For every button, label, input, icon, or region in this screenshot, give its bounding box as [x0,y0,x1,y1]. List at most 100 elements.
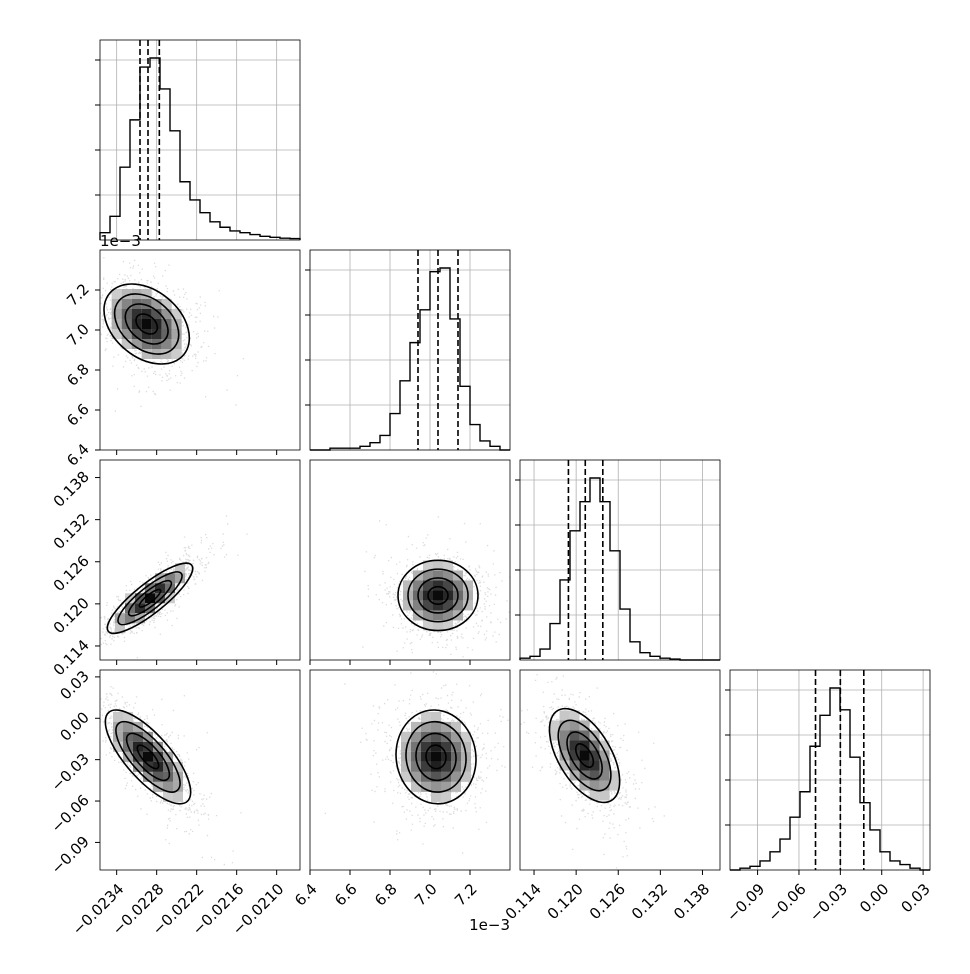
density-cell-2-1 [433,580,443,591]
density-cell-2-1 [443,600,453,611]
density-cell-3-0 [173,761,183,772]
density-cell-3-1 [411,731,421,742]
density-cell-2-0 [135,593,145,604]
density-cell-1-0 [171,349,182,359]
density-cell-3-0 [113,731,123,742]
density-cell-3-1 [401,771,411,782]
density-cell-3-0 [163,751,173,762]
pair-content-3-2 [520,674,665,869]
density-cell-2-1 [403,600,413,611]
contour-1-0-0 [135,313,159,335]
pair-frame-1-0 [99,249,301,451]
contour-2-0-3 [106,562,194,635]
density-cell-2-1 [433,570,443,581]
xtick-label-3-1: −0.06 [764,880,809,925]
density-cell-3-0 [133,731,143,742]
density-cell-1-0 [141,349,152,359]
density-cell-2-1 [453,580,463,591]
offset-label-y: 1e−3 [100,232,141,250]
contour-3-1-0 [425,744,447,770]
density-cell-1-0 [121,289,132,299]
density-cell-3-2 [559,730,570,741]
density-cell-3-2 [569,710,580,721]
density-cell-3-1 [421,741,431,752]
xtick-label-3-3: 0.00 [856,880,892,916]
ytick-label-1-2: 6.8 [63,360,93,390]
density-cell-3-2 [549,730,560,741]
xtick-label-3-4: 0.03 [898,880,934,916]
density-cell-3-2 [589,750,600,761]
ytick-label-2-4: 0.138 [50,468,93,511]
density-cell-2-1 [403,580,413,591]
xtick-label-1-1: 6.6 [331,880,361,910]
density-cell-2-1 [443,610,453,621]
pair-panel-1-0 [99,249,301,451]
ytick-label-3-0: −0.09 [48,833,93,878]
density-cell-3-2 [569,740,580,751]
density-cell-3-0 [163,791,173,802]
contour-2-1-0 [427,585,449,606]
density-cell-3-1 [461,741,471,752]
contour-2-1-1 [417,577,459,614]
density-cell-3-2 [599,760,610,771]
pair-frame-3-2 [519,669,721,871]
contour-3-1-1 [415,732,457,782]
density-cell-1-0 [121,299,132,309]
density-cell-3-0 [143,741,153,752]
ytick-label-3-3: 0.00 [56,708,92,744]
pair-content-3-0 [100,686,242,866]
density-cell-3-2 [609,770,620,781]
density-cell-1-0 [131,339,142,349]
pair-panel-3-2 [519,669,721,871]
density-cell-3-1 [441,781,451,792]
density-cell-3-0 [123,721,133,732]
density-cell-1-0 [121,329,132,339]
hist-frame-1 [309,249,511,451]
pair-panel-3-1 [309,669,511,871]
hist-frame-3 [729,669,931,871]
density-cell-2-1 [463,580,473,591]
density-cell-3-1 [411,741,421,752]
density-cell-3-0 [143,751,153,762]
pair-frame-3-0 [99,669,301,871]
density-cell-3-0 [123,731,133,742]
density-cell-3-1 [421,781,431,792]
density-cell-3-1 [431,751,441,762]
contour-1-0-3 [103,283,191,365]
density-cell-1-0 [171,329,182,339]
density-cell-2-1 [453,600,463,611]
xtick-label-1-2: 6.8 [371,880,401,910]
density-cell-1-0 [121,339,132,349]
offset-label-x: 1e−3 [469,916,510,934]
density-cell-2-1 [463,600,473,611]
density-cell-2-0 [155,583,165,594]
density-cell-2-1 [433,590,443,601]
xtick-label-2-4: 0.138 [670,880,713,923]
hist-step-3 [730,687,930,871]
density-cell-3-1 [451,741,461,752]
density-cell-3-2 [569,730,580,741]
density-cell-1-0 [141,289,152,299]
density-cell-3-0 [173,771,183,782]
pair-content-2-0 [100,515,248,659]
hist-panel-2 [515,459,721,661]
ytick-label-2-3: 0.132 [50,510,93,553]
contour-3-0-3 [104,709,192,805]
density-cell-3-1 [411,721,421,732]
density-cell-1-0 [161,329,172,339]
density-cell-3-2 [559,720,570,731]
density-cell-2-0 [115,623,125,634]
pair-frame-2-0 [99,459,301,661]
density-cell-3-1 [441,741,451,752]
density-cell-3-2 [599,740,610,751]
contour-3-1-3 [395,709,477,805]
xtick-label-1-4: 7.2 [451,880,481,910]
contour-1-0-2 [113,293,180,355]
contour-3-2-2 [557,719,612,792]
hist-panel-0 [95,39,301,241]
density-cell-3-2 [549,720,560,731]
contour-2-0-2 [117,571,183,626]
density-cell-3-0 [133,751,143,762]
